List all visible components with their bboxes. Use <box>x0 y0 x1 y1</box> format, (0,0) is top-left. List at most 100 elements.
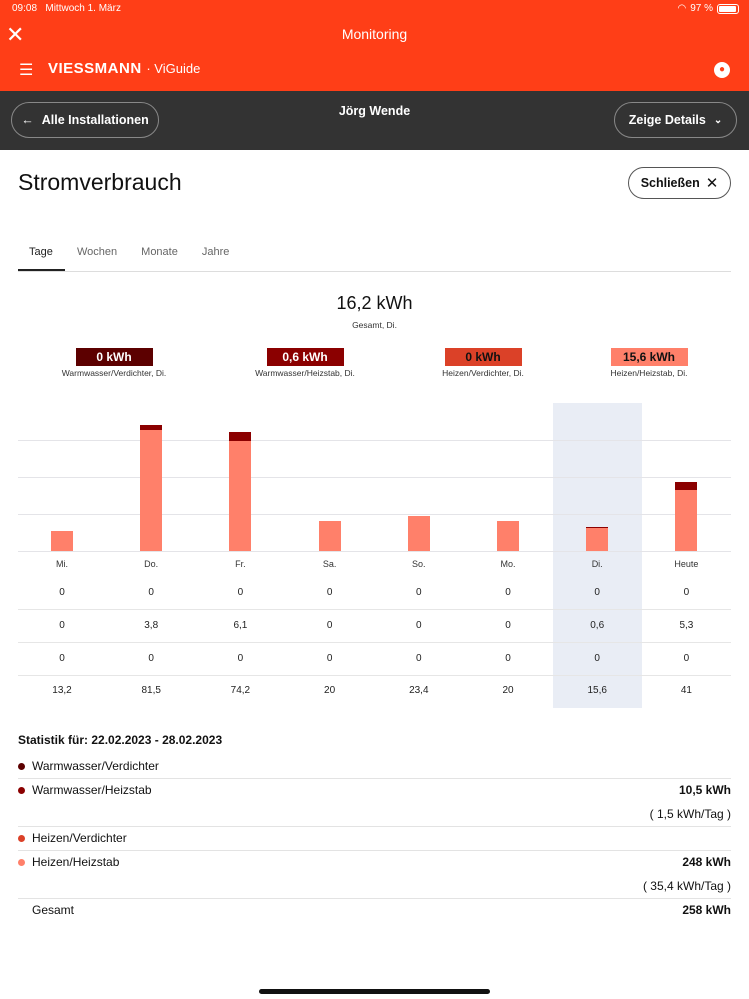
bar-segment[interactable] <box>586 527 609 551</box>
installation-name: Jörg Wende <box>338 104 411 118</box>
table-cell: 0 <box>59 619 65 631</box>
table-cell: 3,8 <box>144 619 159 631</box>
bar-segment[interactable] <box>140 424 163 431</box>
table-cell: 0 <box>416 652 422 664</box>
table-cell: 0 <box>594 587 600 598</box>
stat-name: Heizen/Heizstab <box>32 855 120 869</box>
bar-segment[interactable] <box>497 521 519 551</box>
legend-value: 0 kWh <box>75 348 153 366</box>
total-value: 16,2 kWh <box>336 293 413 313</box>
table-cell: 0 <box>505 652 511 664</box>
selected-day-highlight <box>553 403 642 708</box>
hamburger-menu-icon[interactable]: ☰ <box>19 62 34 79</box>
tab-tage[interactable]: Tage <box>18 236 65 271</box>
close-icon[interactable]: ✕ <box>6 22 25 47</box>
tab-jahre[interactable]: Jahre <box>201 246 230 258</box>
row-divider <box>18 675 731 676</box>
x-axis-label: Fr. <box>235 559 246 569</box>
legend-item: 0,6 kWh Warmwasser/Heizstab, Di. <box>215 348 395 378</box>
time: 09:08 <box>12 3 38 14</box>
total-label: Gesamt, Di. <box>352 320 397 330</box>
table-cell: 74,2 <box>230 685 251 697</box>
stat-row: Heizen/Heizstab 248 kWh <box>18 855 731 871</box>
legend-value: 15,6 kWh <box>610 348 688 366</box>
gridline <box>18 440 731 441</box>
row-divider <box>18 898 731 899</box>
installation-bar: ← Alle Installationen Jörg Wende Zeige De… <box>0 91 749 150</box>
x-axis-label: Heute <box>674 559 699 569</box>
bar-segment[interactable] <box>675 482 698 491</box>
chevron-down-icon: ⌄ <box>713 114 723 126</box>
table-cell: 0 <box>237 587 244 598</box>
legend-item: 0 kWh Warmwasser/Verdichter, Di. <box>24 348 204 378</box>
all-installations-button[interactable]: ← Alle Installationen <box>11 102 159 138</box>
row-divider <box>18 609 731 610</box>
x-axis-label: Mo. <box>500 559 516 569</box>
close-icon: ✕ <box>705 175 719 192</box>
legend-value: 0,6 kWh <box>266 348 344 366</box>
bar-segment[interactable] <box>675 490 698 551</box>
x-axis-label: Do. <box>144 559 159 569</box>
legend-dot-icon <box>18 835 25 842</box>
table-cell: 20 <box>502 685 514 697</box>
viessmann-logo: VIESSMANN · ViGuide <box>48 60 200 77</box>
tab-monate[interactable]: Monate <box>141 246 178 258</box>
table-cell: 0 <box>148 587 154 598</box>
app-title: Monitoring <box>341 26 408 42</box>
legend-dot-icon <box>18 787 25 794</box>
gridline <box>18 514 731 515</box>
legend-value: 0 kWh <box>444 348 522 366</box>
date: Mittwoch 1. März <box>45 3 121 14</box>
logo-text: VIESSMANN <box>48 60 142 77</box>
bar-segment[interactable] <box>51 531 73 551</box>
table-cell: 0 <box>505 587 511 598</box>
stat-row: Warmwasser/Heizstab 10,5 kWh <box>18 783 731 799</box>
close-label: Schließen <box>640 176 700 190</box>
stat-row: Heizen/Verdichter <box>18 831 731 847</box>
stat-per-day-row: ( 35,4 kWh/Tag ) <box>18 879 731 895</box>
stat-value: 10,5 kWh <box>678 783 731 797</box>
top-bar: 09:08 Mittwoch 1. März ◠ 97 % ✕ Monitorin… <box>0 0 749 91</box>
bar-segment[interactable] <box>229 441 252 551</box>
legend-label: Warmwasser/Verdichter, Di. <box>61 368 167 378</box>
table-cell: 0 <box>59 652 65 664</box>
legend-dot-icon <box>18 859 25 866</box>
legend-label: Warmwasser/Heizstab, Di. <box>255 368 355 378</box>
stat-total-value: 258 kWh <box>682 903 731 917</box>
bar-segment[interactable] <box>229 432 252 442</box>
close-button[interactable]: Schließen ✕ <box>628 167 731 199</box>
home-indicator[interactable] <box>259 989 490 994</box>
row-divider <box>18 826 731 827</box>
user-profile-icon[interactable]: ● <box>714 62 730 78</box>
logo-suffix: · ViGuide <box>146 61 201 76</box>
table-cell: 0 <box>148 652 154 664</box>
bar-segment[interactable] <box>407 516 430 551</box>
table-cell: 81,5 <box>141 685 161 697</box>
legend-dot-icon <box>18 763 25 770</box>
stat-value: 248 kWh <box>682 855 731 869</box>
battery-icon <box>717 3 739 14</box>
bar-segment[interactable] <box>586 527 609 528</box>
stat-total-row: Gesamt 258 kWh <box>18 903 731 919</box>
table-cell: 5,3 <box>679 619 694 631</box>
gridline <box>18 477 731 478</box>
legend-item: 0 kWh Heizen/Verdichter, Di. <box>393 348 573 378</box>
row-divider <box>18 642 731 643</box>
x-axis-label: Sa. <box>322 559 337 569</box>
table-cell: 0 <box>594 652 600 664</box>
stat-per-day: ( 35,4 kWh/Tag ) <box>642 879 731 893</box>
gridline <box>18 551 731 552</box>
period-tabs: Tage Wochen Monate Jahre <box>18 236 731 272</box>
bar-segment[interactable] <box>140 430 163 551</box>
wifi-icon: ◠ <box>677 3 687 14</box>
x-axis-label: Mi. <box>56 559 68 569</box>
tab-wochen[interactable]: Wochen <box>77 246 118 258</box>
table-cell: 41 <box>680 685 692 697</box>
details-label: Zeige Details <box>628 113 706 127</box>
show-details-button[interactable]: Zeige Details ⌄ <box>614 102 737 138</box>
bar-segment[interactable] <box>318 521 341 551</box>
x-axis-label: So. <box>412 559 426 569</box>
table-cell: 0 <box>683 587 690 598</box>
table-cell: 0 <box>59 587 65 598</box>
table-cell: 15,6 <box>587 685 607 697</box>
